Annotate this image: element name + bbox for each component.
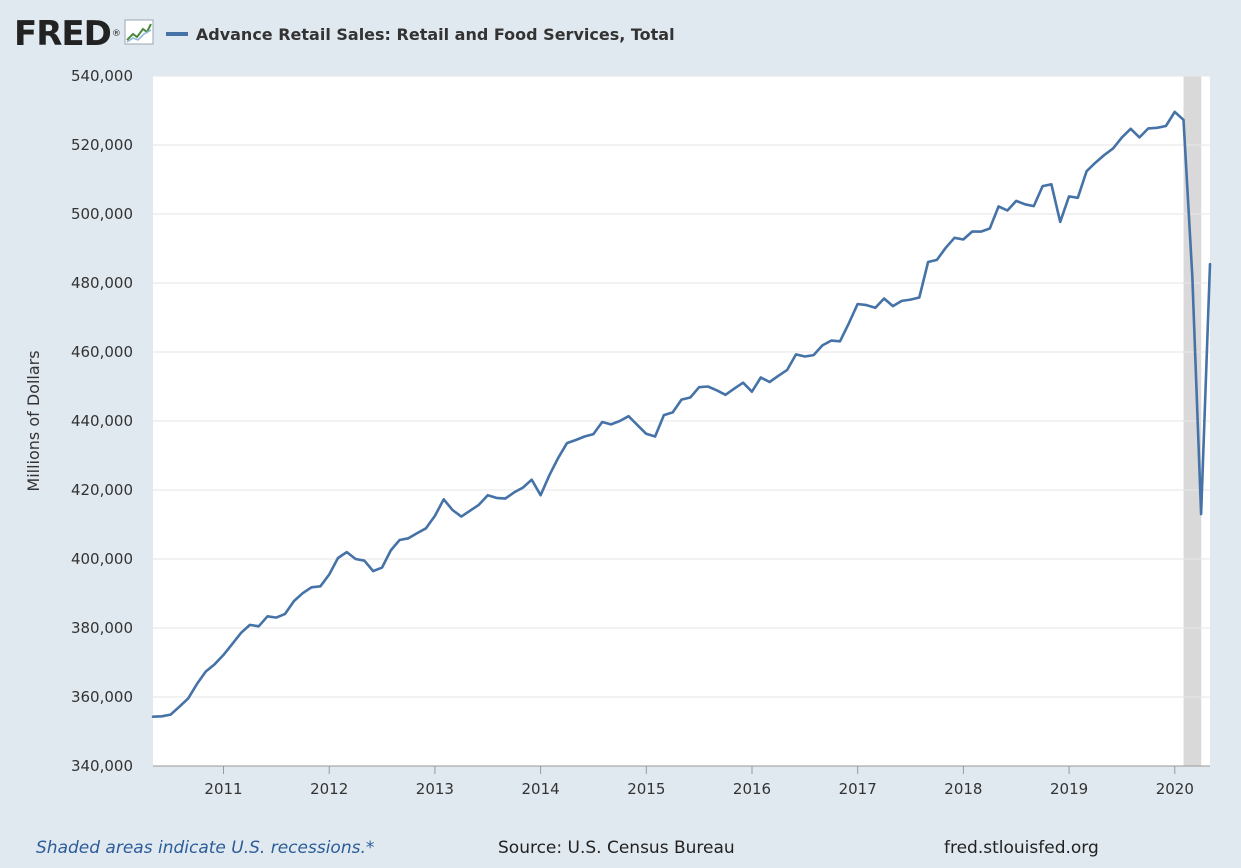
legend-label: Advance Retail Sales: Retail and Food Se…	[195, 24, 675, 44]
grid-layer	[153, 75, 1210, 698]
source-text: Source: U.S. Census Bureau	[498, 838, 735, 858]
y-tick-label: 480,000	[71, 274, 133, 292]
x-tick-label: 2018	[944, 780, 982, 798]
registered-mark: ®	[111, 29, 121, 39]
series-layer[interactable]	[151, 110, 1212, 719]
site-link[interactable]: fred.stlouisfed.org	[944, 838, 1099, 858]
series-line[interactable]	[151, 110, 1212, 719]
chart-header: FRED ® Advance Retail Sales: Retail and …	[14, 12, 675, 56]
legend-swatch	[165, 32, 188, 36]
y-tick-label: 540,000	[71, 67, 133, 85]
line-chart-icon	[124, 19, 154, 49]
x-tick-label: 2013	[416, 780, 454, 798]
y-tick-label: 460,000	[71, 343, 133, 361]
x-tick-label: 2020	[1156, 780, 1194, 798]
y-tick-label: 520,000	[71, 136, 133, 154]
x-tick-label: 2019	[1050, 780, 1088, 798]
y-tick-label: 400,000	[71, 550, 133, 568]
chart-legend[interactable]: Advance Retail Sales: Retail and Food Se…	[165, 24, 675, 44]
x-tick-label: 2016	[733, 780, 771, 798]
x-tick-label: 2014	[522, 780, 560, 798]
fred-logo[interactable]: FRED	[14, 14, 112, 54]
y-tick-label: 440,000	[71, 412, 133, 430]
x-tick-label: 2015	[627, 780, 665, 798]
x-axis: 2011 2012 2013 2014 2015 2016 2017 2018 2019 2020	[153, 765, 1210, 798]
x-tick-label: 2011	[204, 780, 242, 798]
x-tick-label: 2012	[310, 780, 348, 798]
y-tick-label: 420,000	[71, 481, 133, 499]
y-axis-label: Millions of Dollars	[24, 350, 43, 491]
x-tick-label: 2017	[839, 780, 877, 798]
y-tick-label: 340,000	[71, 757, 133, 775]
y-axis: 340,000 360,000 380,000 400,000 420,000 440,0…	[71, 67, 133, 775]
y-tick-label: 380,000	[71, 619, 133, 637]
y-tick-label: 360,000	[71, 688, 133, 706]
y-tick-label: 500,000	[71, 205, 133, 223]
recession-note: Shaded areas indicate U.S. recessions.*	[36, 838, 375, 858]
